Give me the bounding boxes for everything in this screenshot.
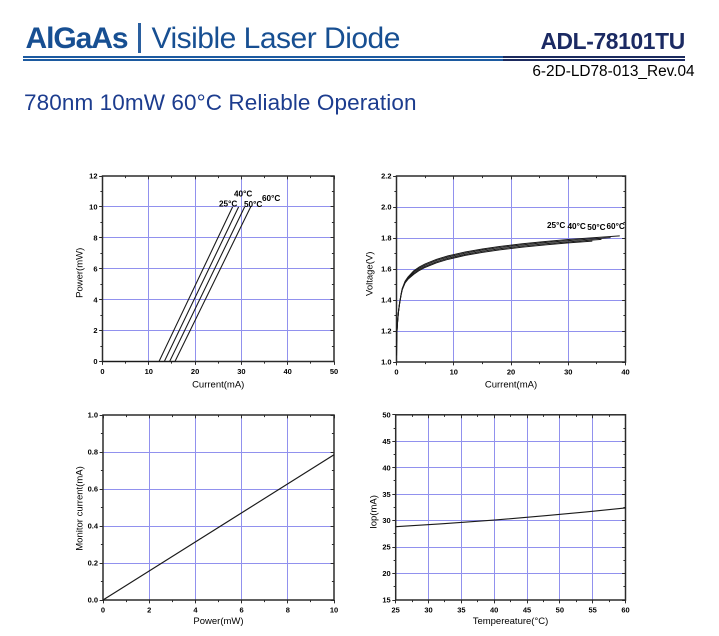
svg-text:Power(mW): Power(mW)	[193, 616, 243, 627]
svg-text:0: 0	[100, 367, 104, 376]
svg-text:0: 0	[394, 368, 398, 377]
svg-text:2.0: 2.0	[381, 203, 391, 212]
svg-text:Current(mA): Current(mA)	[485, 379, 537, 390]
svg-text:10: 10	[145, 367, 153, 376]
svg-text:30: 30	[424, 606, 432, 615]
svg-text:60: 60	[621, 606, 629, 615]
svg-text:50: 50	[556, 606, 564, 615]
svg-text:1.0: 1.0	[88, 411, 98, 420]
svg-text:2: 2	[93, 326, 97, 335]
svg-text:1.8: 1.8	[381, 234, 391, 243]
svg-text:60°C: 60°C	[607, 222, 625, 231]
svg-text:40°C: 40°C	[568, 222, 586, 231]
svg-text:20: 20	[191, 367, 199, 376]
svg-text:Power(mW): Power(mW)	[75, 248, 86, 298]
svg-text:6: 6	[240, 606, 244, 615]
svg-text:10: 10	[330, 606, 338, 615]
svg-text:15: 15	[382, 596, 390, 605]
svg-text:4: 4	[93, 295, 98, 304]
svg-text:35: 35	[382, 490, 390, 499]
svg-text:50: 50	[382, 410, 390, 419]
svg-text:Tempereature(°C): Tempereature(°C)	[473, 616, 549, 627]
svg-text:Monitor current(mA): Monitor current(mA)	[75, 466, 86, 550]
svg-text:10: 10	[89, 203, 97, 212]
svg-text:6: 6	[93, 264, 97, 273]
svg-text:1.0: 1.0	[381, 358, 391, 367]
svg-text:25°C: 25°C	[547, 221, 565, 230]
svg-text:2: 2	[147, 606, 151, 615]
svg-text:55: 55	[588, 606, 596, 615]
svg-text:8: 8	[286, 606, 290, 615]
svg-text:0.4: 0.4	[88, 522, 99, 531]
svg-text:45: 45	[382, 437, 390, 446]
svg-text:30: 30	[564, 368, 572, 377]
svg-text:25°C: 25°C	[219, 199, 237, 208]
svg-text:60°C: 60°C	[262, 194, 280, 203]
svg-text:0.0: 0.0	[88, 596, 98, 605]
svg-text:1.6: 1.6	[381, 265, 391, 274]
svg-text:Iop(mA): Iop(mA)	[368, 495, 379, 529]
svg-text:40: 40	[382, 463, 390, 472]
svg-text:35: 35	[457, 606, 465, 615]
svg-text:45: 45	[523, 606, 531, 615]
svg-text:20: 20	[507, 368, 515, 377]
svg-text:50°C: 50°C	[244, 200, 262, 209]
svg-text:20: 20	[382, 569, 390, 578]
svg-text:50°C: 50°C	[587, 223, 605, 232]
svg-text:40: 40	[284, 367, 292, 376]
svg-text:0: 0	[93, 357, 97, 366]
svg-text:1.4: 1.4	[381, 296, 392, 305]
svg-text:0.8: 0.8	[88, 448, 98, 457]
svg-text:0.2: 0.2	[88, 559, 98, 568]
svg-text:40: 40	[490, 606, 498, 615]
svg-text:4: 4	[193, 606, 198, 615]
svg-text:30: 30	[382, 516, 390, 525]
svg-text:0.6: 0.6	[88, 485, 98, 494]
svg-text:40°C: 40°C	[234, 189, 252, 198]
svg-text:0: 0	[101, 606, 105, 615]
svg-text:Current(mA): Current(mA)	[192, 379, 244, 390]
svg-text:8: 8	[93, 233, 97, 242]
svg-text:30: 30	[237, 367, 245, 376]
svg-text:12: 12	[89, 172, 97, 181]
svg-text:10: 10	[450, 368, 458, 377]
svg-text:25: 25	[392, 606, 400, 615]
svg-text:Voltage(V): Voltage(V)	[364, 252, 375, 296]
svg-text:1.2: 1.2	[381, 327, 391, 336]
svg-text:2.2: 2.2	[381, 172, 391, 181]
svg-text:40: 40	[621, 368, 629, 377]
svg-text:25: 25	[382, 543, 390, 552]
svg-text:50: 50	[330, 367, 338, 376]
